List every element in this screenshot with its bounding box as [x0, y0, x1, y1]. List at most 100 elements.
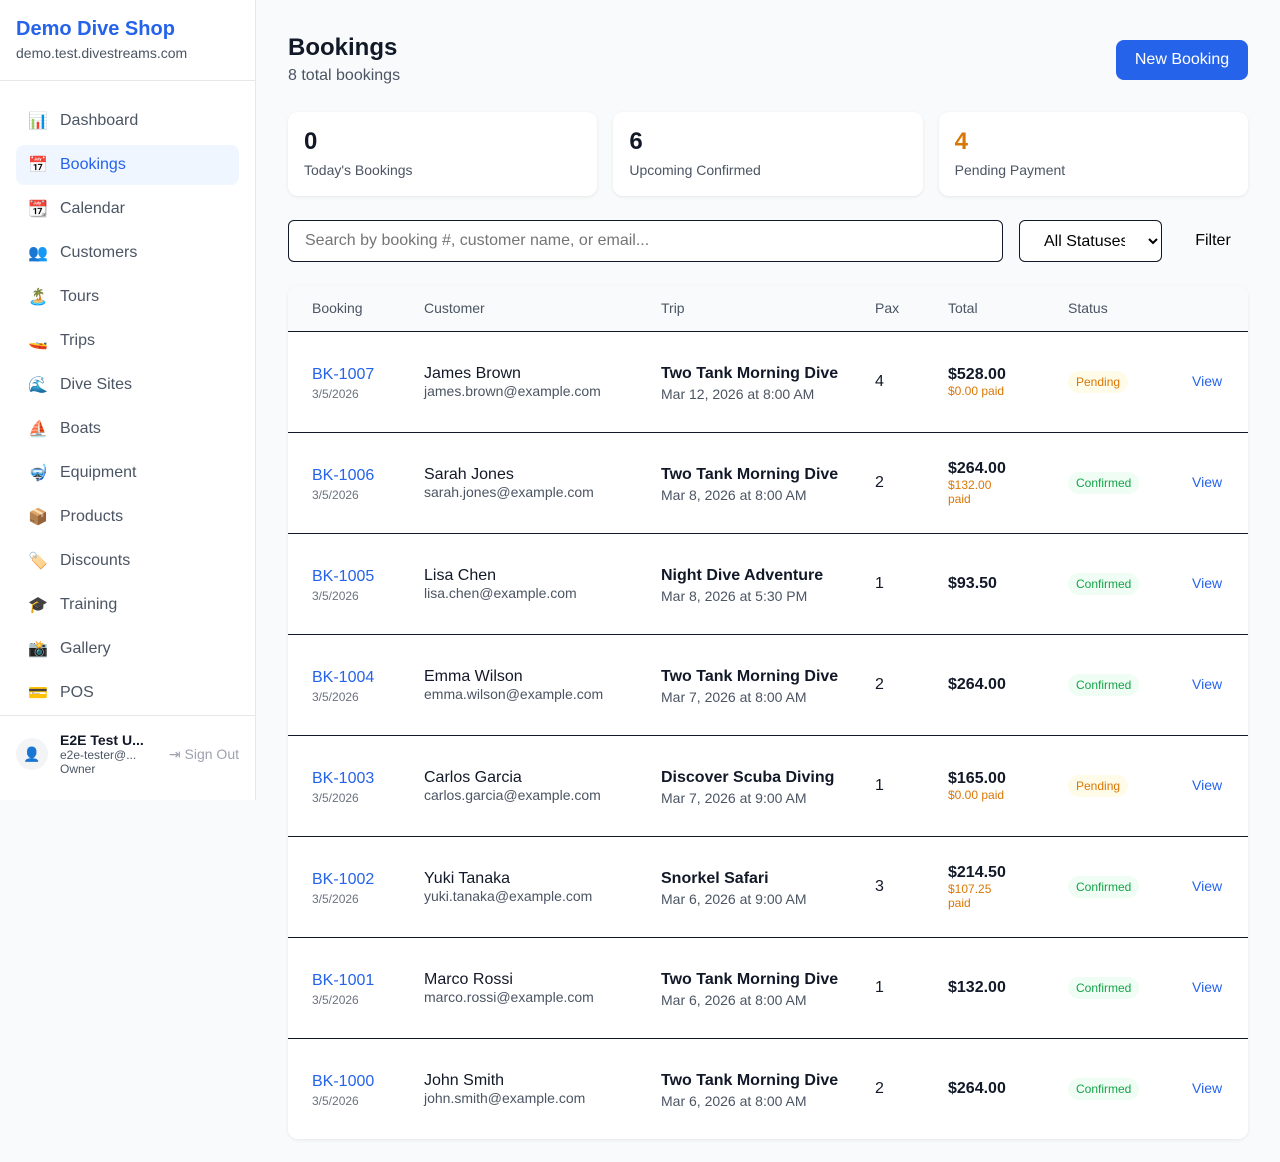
- booking-link[interactable]: BK-1002: [312, 870, 375, 888]
- user-icon: 👤: [16, 738, 48, 770]
- status-badge: Pending: [1068, 370, 1129, 393]
- filter-button[interactable]: Filter: [1178, 220, 1248, 262]
- view-link[interactable]: View: [1192, 877, 1223, 894]
- booking-link[interactable]: BK-1006: [312, 466, 375, 484]
- pax-count: 1: [851, 937, 924, 1039]
- table-row: BK-1007 3/5/2026 James Brown james.brown@e…: [288, 331, 1248, 433]
- stat-label: Today's Bookings: [304, 162, 413, 178]
- view-link[interactable]: View: [1192, 1079, 1223, 1096]
- sidebar-item-customers[interactable]: 👥 Customers: [16, 233, 239, 273]
- sidebar-item-training[interactable]: 🎓 Training: [16, 585, 239, 625]
- paid-amount: $0.00 paid: [948, 787, 1005, 802]
- status-badge: Confirmed: [1068, 471, 1140, 494]
- stat-card: 4 Pending Payment: [938, 112, 1248, 196]
- sidebar-item-label: Tours: [60, 288, 100, 305]
- status-select[interactable]: All Statuses: [1019, 220, 1162, 262]
- sidebar-item-label: Calendar: [60, 200, 125, 217]
- total-amount: $264.00: [948, 675, 1006, 693]
- sidebar-item-bookings[interactable]: 📅 Bookings: [16, 145, 239, 185]
- column-header: Booking: [288, 286, 400, 332]
- booking-date: 3/5/2026: [312, 992, 359, 1007]
- customer-email: emma.wilson@example.com: [424, 685, 604, 702]
- status-badge: Confirmed: [1068, 1077, 1140, 1100]
- bookings-table: Booking Customer Trip Pax Total Status BK-100…: [288, 286, 1248, 1139]
- booking-date: 3/5/2026: [312, 588, 359, 603]
- stat-card: 6 Upcoming Confirmed: [613, 112, 923, 196]
- user-email: e2e-tester@...: [60, 748, 137, 762]
- trip-date: Mar 6, 2026 at 9:00 AM: [661, 890, 807, 907]
- trip-date: Mar 7, 2026 at 8:00 AM: [661, 688, 807, 705]
- paid-amount: $132.00 paid: [948, 477, 992, 506]
- search-input[interactable]: [288, 220, 1003, 262]
- status-badge: Confirmed: [1068, 875, 1140, 898]
- paid-amount: $0.00 paid: [948, 383, 1005, 398]
- customer-email: yuki.tanaka@example.com: [424, 887, 593, 904]
- table-row: BK-1000 3/5/2026 John Smith john.smith@exa…: [288, 1038, 1248, 1139]
- sidebar-item-pos[interactable]: 💳 POS: [16, 673, 239, 713]
- credit-card-icon: 💳: [28, 685, 48, 702]
- view-link[interactable]: View: [1192, 372, 1223, 389]
- sidebar-item-tours[interactable]: 🏝️ Tours: [16, 277, 239, 317]
- sidebar-item-dashboard[interactable]: 📊 Dashboard: [16, 101, 239, 141]
- brand: Demo Dive Shop demo.test.divestreams.com: [0, 0, 255, 81]
- sidebar-item-label: Bookings: [60, 156, 126, 173]
- sailboat-icon: ⛵: [28, 421, 48, 438]
- sidebar-item-label: Products: [60, 508, 124, 525]
- sign-out-button[interactable]: ⇥ Sign Out: [169, 746, 239, 763]
- customer-name: Yuki Tanaka: [424, 869, 510, 887]
- booking-link[interactable]: BK-1000: [312, 1072, 375, 1090]
- sidebar-nav: 📊 Dashboard 📅 Bookings 📆 Calendar 👥 Customers 🏝️…: [0, 81, 255, 737]
- booking-link[interactable]: BK-1007: [312, 365, 375, 383]
- customer-email: john.smith@example.com: [424, 1089, 586, 1106]
- sidebar-item-products[interactable]: 📦 Products: [16, 497, 239, 537]
- trip-date: Mar 6, 2026 at 8:00 AM: [661, 991, 807, 1008]
- stat-card: 0 Today's Bookings: [288, 112, 598, 196]
- camera-icon: 📸: [28, 641, 48, 658]
- stat-label: Pending Payment: [954, 162, 1066, 178]
- column-header: [1168, 286, 1248, 332]
- sidebar-item-boats[interactable]: ⛵ Boats: [16, 409, 239, 449]
- view-link[interactable]: View: [1192, 574, 1223, 591]
- trip-date: Mar 8, 2026 at 5:30 PM: [661, 587, 808, 604]
- sidebar-item-gallery[interactable]: 📸 Gallery: [16, 629, 239, 669]
- table-row: BK-1001 3/5/2026 Marco Rossi marco.rossi@e…: [288, 937, 1248, 1039]
- graduation-cap-icon: 🎓: [28, 597, 48, 614]
- table-row: BK-1003 3/5/2026 Carlos Garcia carlos.garc…: [288, 735, 1248, 837]
- sidebar-item-label: Gallery: [60, 640, 111, 657]
- booking-link[interactable]: BK-1005: [312, 567, 375, 585]
- sidebar-item-calendar[interactable]: 📆 Calendar: [16, 189, 239, 229]
- customer-email: james.brown@example.com: [424, 382, 601, 399]
- stat-value: 4: [954, 128, 969, 155]
- sidebar-item-discounts[interactable]: 🏷️ Discounts: [16, 541, 239, 581]
- view-link[interactable]: View: [1192, 675, 1223, 692]
- booking-link[interactable]: BK-1003: [312, 769, 375, 787]
- total-amount: $264.00: [948, 1079, 1006, 1097]
- pax-count: 3: [851, 836, 924, 938]
- pax-count: 4: [851, 331, 924, 433]
- sidebar-item-dive-sites[interactable]: 🌊 Dive Sites: [16, 365, 239, 405]
- sidebar-item-label: Dive Sites: [60, 376, 133, 393]
- new-booking-button[interactable]: New Booking: [1116, 40, 1248, 80]
- booking-date: 3/5/2026: [312, 386, 359, 401]
- view-link[interactable]: View: [1192, 776, 1223, 793]
- shop-name[interactable]: Demo Dive Shop: [16, 18, 175, 40]
- status-badge: Confirmed: [1068, 572, 1140, 595]
- booking-link[interactable]: BK-1004: [312, 668, 375, 686]
- customer-name: John Smith: [424, 1071, 505, 1089]
- trip-date: Mar 7, 2026 at 9:00 AM: [661, 789, 807, 806]
- sidebar-item-equipment[interactable]: 🤿 Equipment: [16, 453, 239, 493]
- view-link[interactable]: View: [1192, 473, 1223, 490]
- total-amount: $93.50: [948, 574, 997, 592]
- view-link[interactable]: View: [1192, 978, 1223, 995]
- stat-value: 6: [629, 128, 643, 155]
- trip-name: Night Dive Adventure: [661, 566, 824, 584]
- total-amount: $132.00: [948, 978, 1006, 996]
- status-badge: Pending: [1068, 774, 1129, 797]
- trip-date: Mar 6, 2026 at 8:00 AM: [661, 1092, 807, 1109]
- customer-name: Carlos Garcia: [424, 768, 522, 786]
- booking-link[interactable]: BK-1001: [312, 971, 375, 989]
- sidebar-item-trips[interactable]: 🚤 Trips: [16, 321, 239, 361]
- customer-email: lisa.chen@example.com: [424, 584, 577, 601]
- pax-count: 2: [851, 634, 924, 736]
- package-icon: 📦: [28, 509, 48, 526]
